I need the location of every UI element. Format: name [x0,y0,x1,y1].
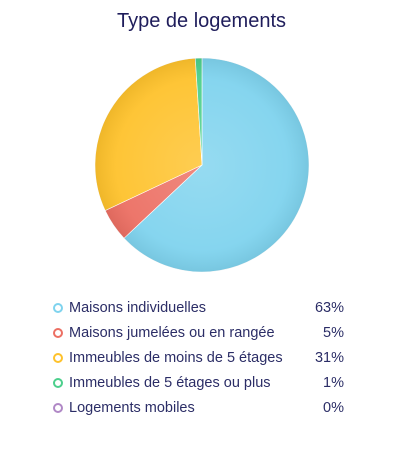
legend-marker-icon [53,353,63,363]
legend-label: Immeubles de 5 étages ou plus [69,375,271,391]
legend-label: Maisons jumelées ou en rangée [69,325,275,341]
legend-value: 1% [323,375,344,391]
legend-label: Maisons individuelles [69,300,207,316]
legend-value: 5% [323,325,344,341]
legend-item-immeubles-moins-5-etages[interactable]: Immeubles de moins de 5 étages 31% [52,346,346,371]
legend-marker-icon [53,328,63,338]
legend-label: Immeubles de moins de 5 étages [69,350,283,366]
legend-value: 31% [314,350,344,366]
chart-title: Type de logements [117,10,286,32]
legend-marker-icon [53,403,63,413]
legend-item-logements-mobiles[interactable]: Logements mobiles 0% [52,396,346,421]
legend-marker-icon [53,378,63,388]
legend-item-maisons-individuelles[interactable]: Maisons individuelles 63% [52,296,346,321]
legend-marker-icon [53,303,63,313]
legend-item-maisons-jumelees[interactable]: Maisons jumelées ou en rangée 5% [52,321,346,346]
chart-legend: Maisons individuelles 63% Maisons jumelé… [52,296,346,421]
pie-chart [94,57,310,273]
legend-item-immeubles-5-etages-plus[interactable]: Immeubles de 5 étages ou plus 1% [52,371,346,396]
legend-label: Logements mobiles [69,400,195,416]
legend-value: 0% [323,400,344,416]
legend-value: 63% [314,300,344,316]
